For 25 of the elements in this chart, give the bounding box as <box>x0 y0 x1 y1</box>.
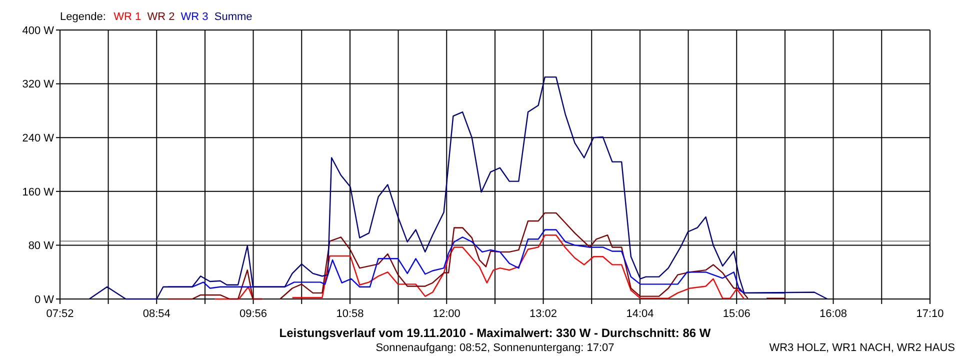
legend-title: Legende: <box>60 11 106 23</box>
x-tick-label: 09:56 <box>240 308 268 320</box>
y-tick-label: 400 W <box>22 24 55 37</box>
text: Summe <box>214 11 252 23</box>
text: Leistungsverlauf vom 19.11.2010 - Maximalwert: 330 W - Durchschnitt: 86 W <box>279 326 712 340</box>
line-series <box>88 76 828 300</box>
y-tick-label: 160 W <box>22 186 55 198</box>
text: WR3 HOLZ, WR1 NACH, WR2 HAUS <box>769 342 955 354</box>
text: WR 1 <box>114 11 142 23</box>
x-tick-label: 10:58 <box>336 308 364 320</box>
y-tick-label: 0 W <box>34 294 55 306</box>
x-tick-label: 15:06 <box>722 308 750 320</box>
x-tick-label: 16:08 <box>820 308 848 320</box>
text: WR 3 <box>180 11 208 23</box>
x-tick-label: 17:10 <box>916 308 944 320</box>
x-tick-label: 08:54 <box>142 308 170 320</box>
text: WR 2 <box>147 11 175 23</box>
y-tick-label: 320 W <box>22 78 55 91</box>
x-tick-label: 07:52 <box>46 308 74 320</box>
y-tick-label: 240 W <box>22 132 55 144</box>
x-tick-label: 14:04 <box>626 308 654 320</box>
y-tick-label: 80 W <box>28 240 55 252</box>
text: Sonnenaufgang: 08:52, Sonnenuntergang: 17:07 <box>376 342 614 354</box>
x-tick-label: 12:00 <box>432 308 460 320</box>
x-tick-label: 13:02 <box>530 308 558 320</box>
